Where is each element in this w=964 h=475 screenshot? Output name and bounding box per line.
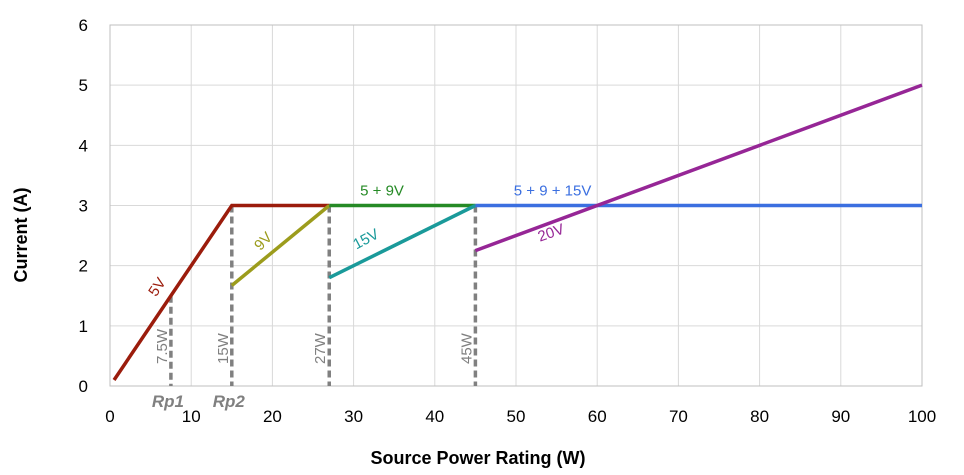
y-tick-label: 4	[79, 136, 88, 155]
x-tick-labels: 0 10 20 30 40 50 60 70 80 90 100	[105, 407, 936, 426]
x-tick-label: 20	[263, 407, 282, 426]
y-tick-label: 2	[79, 257, 88, 276]
series-line	[230, 204, 331, 287]
x-tick-label: 0	[105, 407, 114, 426]
power-marker-label: 15W	[215, 332, 232, 364]
series-line	[112, 203, 330, 381]
x-tick-label: 30	[344, 407, 363, 426]
y-tick-label: 6	[79, 16, 88, 35]
x-tick-label: 60	[588, 407, 607, 426]
series-label: 20V	[536, 221, 567, 246]
series-label: 15V	[350, 226, 382, 254]
y-tick-labels: 0 1 2 3 4 5 6	[79, 16, 88, 396]
x-tick-label: 50	[507, 407, 526, 426]
x-axis-title: Source Power Rating (W)	[370, 448, 585, 468]
power-marker-label: 27W	[312, 332, 329, 364]
y-tick-label: 1	[79, 317, 88, 336]
x-tick-label: 90	[831, 407, 850, 426]
y-tick-label: 0	[79, 377, 88, 396]
series-lines	[112, 83, 923, 381]
rp-label: Rp1	[152, 392, 184, 411]
series-line	[328, 203, 477, 280]
y-axis-title: Current (A)	[11, 188, 31, 283]
series-label: 5 + 9 + 15V	[514, 182, 592, 199]
power-marker-label: 45W	[458, 332, 475, 364]
series-label: 5 + 9V	[360, 182, 404, 199]
rp-label: Rp2	[213, 392, 246, 411]
x-tick-label: 40	[425, 407, 444, 426]
power-marker-label: 7.5W	[154, 328, 171, 364]
power-rating-markers	[169, 205, 478, 386]
series-label: 5V	[145, 275, 169, 300]
x-tick-label: 70	[669, 407, 688, 426]
series-line	[474, 83, 923, 253]
x-tick-label: 80	[750, 407, 769, 426]
y-tick-label: 3	[79, 197, 88, 216]
x-tick-label: 100	[908, 407, 936, 426]
x-tick-label: 10	[182, 407, 201, 426]
y-tick-label: 5	[79, 76, 88, 95]
